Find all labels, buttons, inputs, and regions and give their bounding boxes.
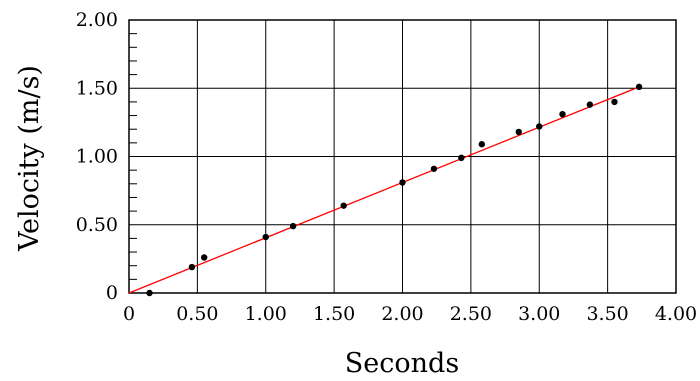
x-tick-label: 0 xyxy=(123,303,135,325)
x-tick-label: 1.00 xyxy=(245,303,287,325)
y-tick-label: 1.50 xyxy=(76,77,118,99)
data-point xyxy=(262,233,269,241)
y-tick-label: 1.00 xyxy=(76,146,118,168)
data-point xyxy=(146,289,153,297)
x-tick-label: 2.00 xyxy=(381,303,423,325)
data-point xyxy=(635,83,643,91)
data-points xyxy=(146,83,643,297)
x-tick-label: 3.00 xyxy=(518,303,560,325)
y-tick-label: 0.50 xyxy=(76,214,118,236)
x-tick-labels: 0 0.50 1.00 1.50 2.00 2.50 3.00 3.50 4.00 xyxy=(123,303,697,325)
y-axis-title: Velocity (m/s) xyxy=(14,65,45,252)
data-point xyxy=(458,154,465,162)
data-point xyxy=(340,202,347,209)
data-point xyxy=(430,165,438,172)
data-point xyxy=(289,222,297,230)
plot-frame xyxy=(128,19,677,294)
x-tick-label: 3.50 xyxy=(586,303,628,325)
data-point xyxy=(399,179,406,186)
grid-lines xyxy=(129,20,676,293)
data-point xyxy=(201,254,208,261)
x-tick-label: 4.00 xyxy=(655,303,697,325)
data-point xyxy=(559,110,566,118)
data-point xyxy=(478,141,486,148)
x-tick-label: 2.50 xyxy=(450,303,492,325)
y-minor-ticks xyxy=(129,33,137,280)
y-tick-label: 0 xyxy=(106,282,118,304)
data-point xyxy=(536,123,543,130)
y-tick-labels: 0 0.50 1.00 1.50 2.00 xyxy=(76,9,118,304)
x-tick-label: 1.50 xyxy=(313,303,355,325)
x-tick-label: 0.50 xyxy=(176,303,218,325)
data-point xyxy=(188,263,196,271)
y-tick-label: 2.00 xyxy=(76,9,118,31)
fit-line xyxy=(128,86,640,294)
data-point xyxy=(586,101,594,108)
x-axis-title: Seconds xyxy=(345,348,459,379)
data-point xyxy=(515,128,522,136)
data-point xyxy=(611,98,618,106)
